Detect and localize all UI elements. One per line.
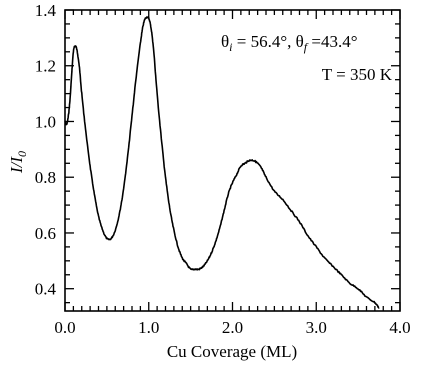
ticks <box>64 9 401 311</box>
tick-labels: 0.0 1.0 2.0 3.0 4.0 0.4 0.6 0.8 1.0 1.2 1.4 <box>35 1 411 337</box>
theta-i-symbol: θ <box>221 32 229 51</box>
theta-f-subscript: f <box>304 40 309 54</box>
x-tick-label: 1.0 <box>138 318 159 337</box>
theta-f-value: =43.4° <box>307 32 357 51</box>
theta-i-subscript: i <box>229 40 232 54</box>
y-axis-label-sub: 0 <box>15 151 29 157</box>
y-tick-label: 1.4 <box>35 1 57 20</box>
theta-i-value: = 56.4°, <box>233 32 296 51</box>
y-tick-label: 1.0 <box>35 112 56 131</box>
temperature-annotation: T = 350 K <box>322 65 393 84</box>
angle-annotation: θi = 56.4°, θf =43.4° <box>221 32 358 54</box>
theta-f-symbol: θ <box>296 32 304 51</box>
y-tick-label: 1.2 <box>35 57 56 76</box>
plot-frame <box>64 9 401 312</box>
data-series-line <box>64 16 380 309</box>
x-tick-label: 2.0 <box>222 318 243 337</box>
x-tick-label: 4.0 <box>389 318 410 337</box>
y-tick-label: 0.4 <box>35 280 57 299</box>
y-tick-label: 0.8 <box>35 168 56 187</box>
y-axis-label-main: I/I <box>7 156 26 174</box>
x-tick-label: 3.0 <box>306 318 327 337</box>
x-tick-label: 0.0 <box>54 318 75 337</box>
y-tick-label: 0.6 <box>35 224 56 243</box>
y-axis-label: I/I0 <box>7 151 29 174</box>
x-axis-label: Cu Coverage (ML) <box>167 342 297 361</box>
